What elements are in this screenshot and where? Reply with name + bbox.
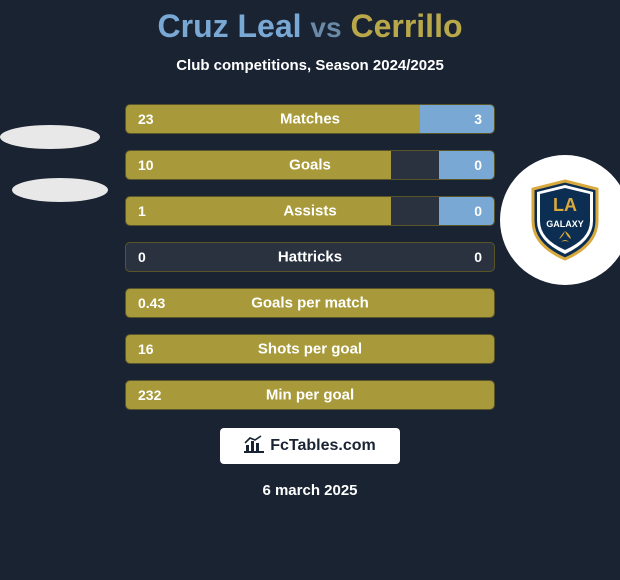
stat-value-right: 0 xyxy=(474,249,482,265)
stat-row: 232 Min per goal xyxy=(125,380,495,410)
comparison-card: Cruz Leal vs Cerrillo Club competitions,… xyxy=(0,0,620,580)
stat-value-left: 232 xyxy=(138,387,161,403)
bar-left xyxy=(126,105,420,133)
bar-right xyxy=(439,151,494,179)
stat-label: Matches xyxy=(280,111,340,128)
stat-label: Shots per goal xyxy=(258,341,362,358)
stat-row: 0.43 Goals per match xyxy=(125,288,495,318)
placeholder-shape xyxy=(12,178,108,202)
stat-value-left: 10 xyxy=(138,157,154,173)
stat-row: 16 Shots per goal xyxy=(125,334,495,364)
bar-left xyxy=(126,151,391,179)
stat-value-right: 3 xyxy=(474,111,482,127)
svg-text:GALAXY: GALAXY xyxy=(546,219,584,229)
stat-value-left: 23 xyxy=(138,111,154,127)
subtitle: Club competitions, Season 2024/2025 xyxy=(0,57,620,74)
title-vs: vs xyxy=(310,12,341,43)
stat-label: Min per goal xyxy=(266,387,354,404)
bar-right xyxy=(439,197,494,225)
stat-row: 23 3 Matches xyxy=(125,104,495,134)
title-player1: Cruz Leal xyxy=(158,8,302,44)
footer-logo-text: FcTables.com xyxy=(270,437,376,455)
stat-value-left: 0 xyxy=(138,249,146,265)
stat-value-left: 0.43 xyxy=(138,295,165,311)
stat-row: 10 0 Goals xyxy=(125,150,495,180)
stats-list: 233Matches100Goals10Assists00Hattricks0.… xyxy=(125,104,495,410)
player1-badge xyxy=(0,100,130,240)
stat-label: Hattricks xyxy=(278,249,342,266)
la-galaxy-logo-icon: LA GALAXY xyxy=(529,179,601,261)
stat-value-left: 16 xyxy=(138,341,154,357)
title-player2: Cerrillo xyxy=(350,8,462,44)
page-title: Cruz Leal vs Cerrillo xyxy=(0,8,620,45)
stat-label: Goals xyxy=(289,157,331,174)
bar-right xyxy=(420,105,494,133)
chart-icon xyxy=(244,435,264,458)
svg-text:LA: LA xyxy=(553,195,577,215)
stat-label: Assists xyxy=(283,203,336,220)
stat-value-right: 0 xyxy=(474,157,482,173)
footer-logo: FcTables.com xyxy=(220,428,400,464)
stat-row: 0 0 Hattricks xyxy=(125,242,495,272)
stat-label: Goals per match xyxy=(251,295,369,312)
stat-value-right: 0 xyxy=(474,203,482,219)
stat-row: 1 0 Assists xyxy=(125,196,495,226)
stat-value-left: 1 xyxy=(138,203,146,219)
footer-date: 6 march 2025 xyxy=(0,482,620,499)
player2-badge: LA GALAXY xyxy=(500,155,620,285)
placeholder-shape xyxy=(0,125,100,149)
bar-left xyxy=(126,197,391,225)
